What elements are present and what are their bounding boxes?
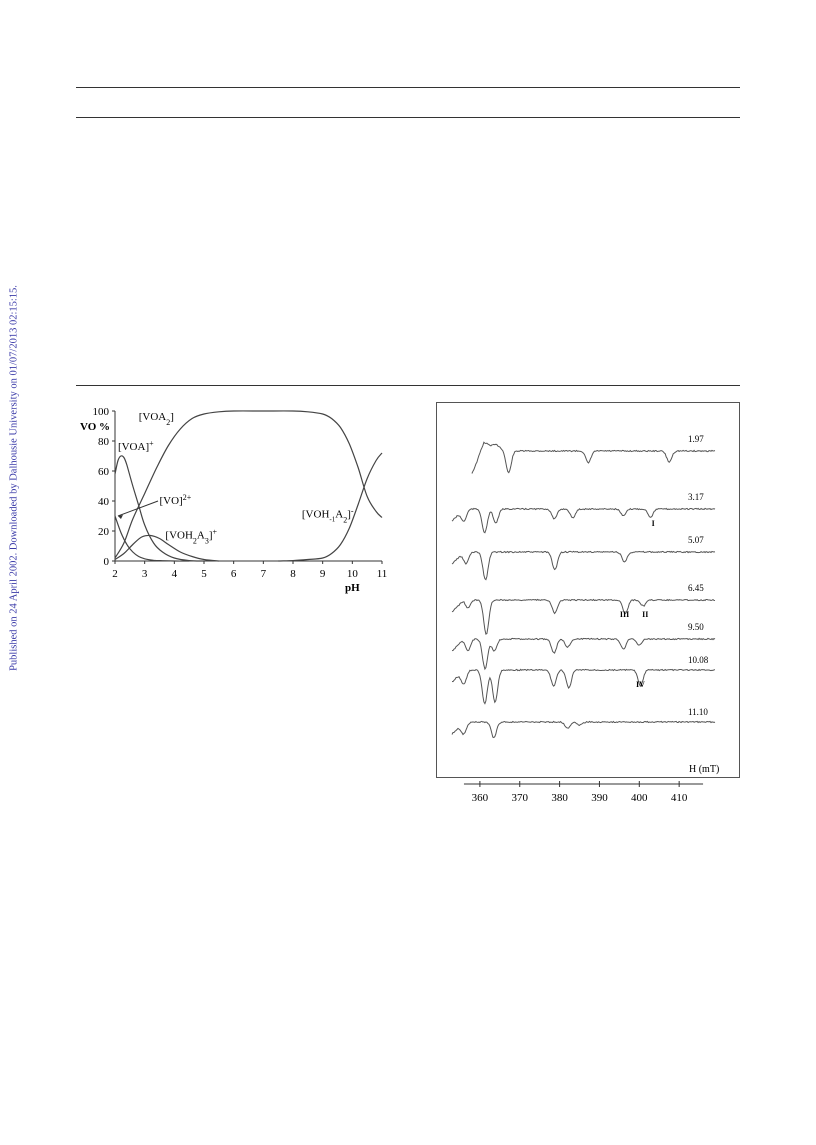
x-tick-label: 9 [320,568,326,580]
x-tick-label: 10 [347,568,359,580]
x-tick-label: 11 [377,568,388,580]
vo-leader-arrow [117,515,123,519]
table-rule [76,117,740,118]
series-line [278,452,383,562]
spectrum-ph-label: 5.07 [688,535,704,545]
spectrum-trace [451,637,716,671]
y-tick-label: 80 [98,436,110,448]
x-tick-label: 370 [511,792,528,804]
vo-leader-line [117,500,159,517]
speciation-chart-svg: 0 20 40 60 80 100 2 3 4 5 6 7 8 9 10 11 pH VO % [VOA2] [VOA… [80,406,388,594]
x-tick-label: 4 [172,568,178,580]
spectrum-line [451,550,716,581]
x-tick-label: 410 [671,792,688,804]
spectrum-ph-label: 9.50 [688,622,704,632]
series-line [114,534,219,562]
x-tick-label: 380 [551,792,568,804]
y-axis-label: VO % [80,421,110,433]
spectrum-ph-label: 1.97 [688,434,704,444]
series-label-vo: [VO]2+ [160,493,192,508]
figure-rule [76,385,740,386]
series-line [114,515,190,562]
x-tick-label: 400 [631,792,648,804]
series-label-voa2: [VOA2] [139,411,174,427]
peak-annotation: III [620,610,629,619]
y-tick-label: 0 [104,556,110,568]
series-label-voh-1a2: [VOH-1A2]- [302,506,354,524]
x-tick-label: 5 [201,568,207,580]
spectrum-trace [471,441,716,474]
y-tick-label: 20 [98,526,110,538]
spectrum-line [451,637,716,671]
x-tick-label: 390 [591,792,608,804]
peak-annotation: IV [636,680,645,689]
x-axis-label: pH [345,582,360,594]
spectrum-trace [451,507,716,534]
series-line [114,410,383,559]
x-axis-label: H (mT) [689,764,719,775]
spectrum-line [451,507,716,534]
spectrum-line [451,720,716,739]
spectrum-ph-label: 6.45 [688,583,704,593]
peak-annotation: I [652,519,655,528]
x-tick-label: 360 [472,792,489,804]
spectrum-ph-label: 3.17 [688,492,704,502]
spectrum-trace [451,668,716,705]
spectrum-trace [451,720,716,739]
spectrum-ph-label: 11.10 [688,707,708,717]
x-tick-label: 2 [112,568,118,580]
spectrum-ph-label: 10.08 [688,655,709,665]
speciation-chart: 0 20 40 60 80 100 2 3 4 5 6 7 8 9 10 11 pH VO % [VOA2] [VOA… [78,400,394,600]
x-tick-label: 8 [290,568,296,580]
top-rule [76,87,740,88]
spectrum-trace [451,598,716,635]
side-stamp-text: Published on 24 April 2002. Downloaded b… [8,285,20,671]
x-tick-label: 6 [231,568,237,580]
x-tick-label: 7 [261,568,267,580]
y-tick-label: 60 [98,466,110,478]
series-label-voh2a3: [VOH2A3]+ [165,527,217,545]
series-label-voa: [VOA]+ [118,439,154,454]
spectrum-line [451,598,716,635]
spectra-frame [436,402,740,778]
spectrum-trace [451,550,716,581]
y-tick-label: 40 [98,496,110,508]
x-tick-label: 3 [142,568,148,580]
epr-spectra-chart: 1.97 3.17 5.07 6.45 9.50 10.08 11.10 I III II IV H … [436,402,740,822]
spectrum-line [451,668,716,705]
peak-annotation: II [642,610,648,619]
y-tick-label: 100 [93,406,110,418]
series-line [114,455,205,562]
spectrum-line [471,441,716,474]
